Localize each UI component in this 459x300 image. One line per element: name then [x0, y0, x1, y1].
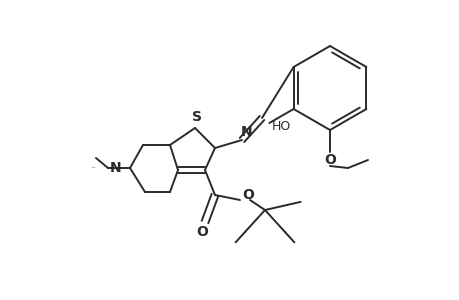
Text: methyl: methyl	[91, 167, 96, 168]
Text: O: O	[196, 225, 207, 239]
Text: S: S	[191, 110, 202, 124]
Text: O: O	[241, 188, 253, 202]
Text: N: N	[241, 125, 252, 139]
Text: N: N	[110, 161, 122, 175]
Text: O: O	[323, 153, 335, 167]
Text: HO: HO	[271, 119, 291, 133]
